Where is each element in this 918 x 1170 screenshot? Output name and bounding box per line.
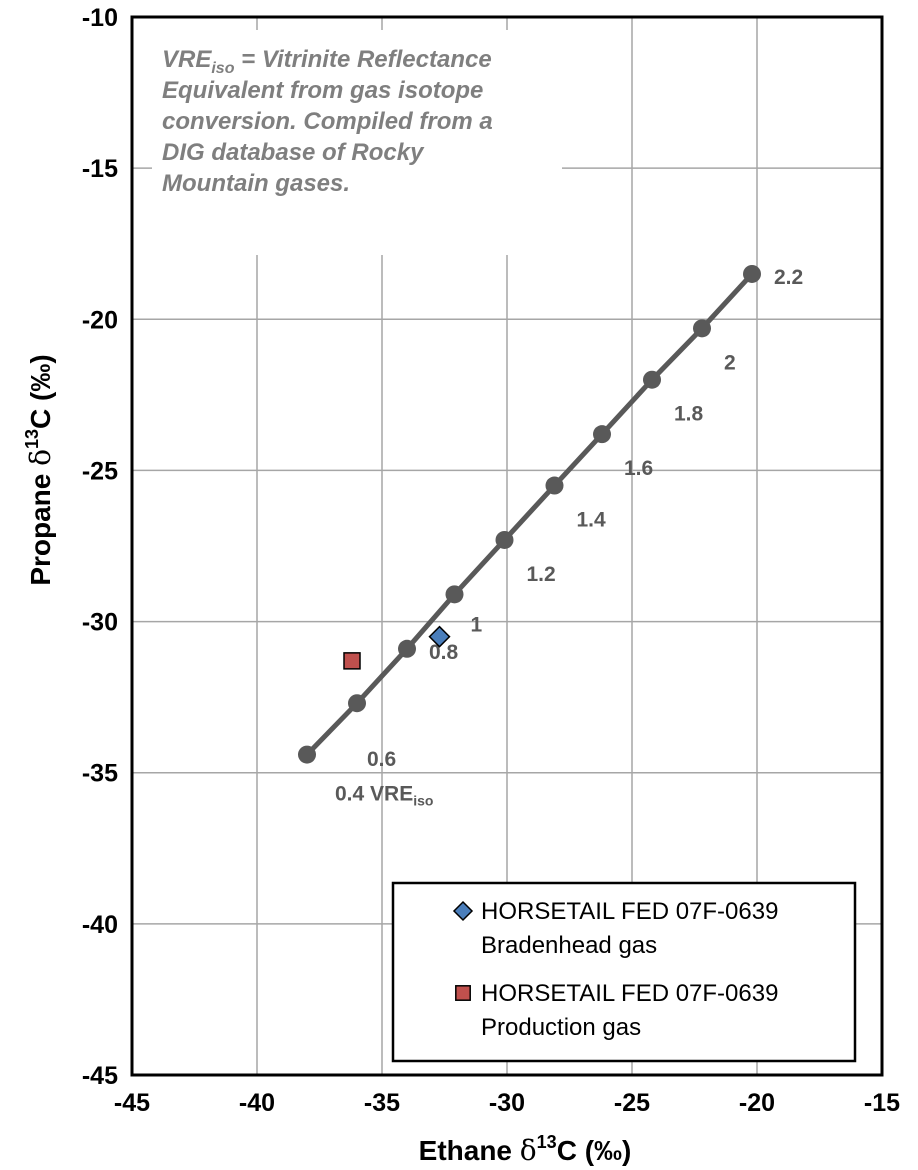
legend-item: HORSETAIL FED 07F-0639 Production gas xyxy=(455,980,778,1041)
note-line: conversion. Compiled from a xyxy=(162,108,493,135)
y-tick-label: -30 xyxy=(82,609,118,637)
square-marker xyxy=(343,652,361,670)
vre-point xyxy=(693,319,711,338)
vre-points xyxy=(298,264,761,764)
note-line: DIG database of Rocky xyxy=(162,139,425,166)
y-tick-label: -40 xyxy=(82,911,118,939)
vre-label: 0.6 xyxy=(367,748,396,771)
x-tick-label: -35 xyxy=(364,1089,400,1117)
y-tick-label: -20 xyxy=(82,306,118,334)
vre-label: 1.2 xyxy=(527,563,556,586)
diamond-marker xyxy=(428,625,451,648)
y-tick-label: -25 xyxy=(82,457,118,485)
y-tick-label: -15 xyxy=(82,155,118,183)
vre-label: 2 xyxy=(724,351,736,374)
vre-label: 1.4 xyxy=(577,509,607,532)
y-tick-labels: -45 -40 -35 -30 -25 -20 -15 -10 xyxy=(82,4,118,1090)
vre-point xyxy=(398,639,416,658)
y-tick-label: -10 xyxy=(82,4,118,32)
note-line: Mountain gases. xyxy=(162,170,350,197)
vre-point xyxy=(348,694,366,713)
vre-point xyxy=(495,530,514,549)
vre-label: 1 xyxy=(471,613,483,636)
legend-label-line2: Bradenhead gas xyxy=(481,932,657,959)
vre-label: 0.4 VREiso xyxy=(335,783,433,809)
legend-label-line2: Production gas xyxy=(481,1014,641,1041)
vre-label: 1.8 xyxy=(674,403,704,426)
vre-label: 2.2 xyxy=(774,266,803,289)
vre-point xyxy=(593,425,611,444)
x-tick-label: -15 xyxy=(864,1089,900,1117)
y-tick-label: -45 xyxy=(82,1062,118,1090)
x-axis-title: Ethane δ13C (‰) xyxy=(419,1132,632,1167)
diamond-marker xyxy=(452,900,474,922)
vre-point xyxy=(298,745,316,764)
legend-item: HORSETAIL FED 07F-0639 Bradenhead gas xyxy=(452,898,778,959)
vre-note: VREiso = Vitrinite Reflectance Equivalent… xyxy=(162,46,493,197)
plot-area-frame xyxy=(130,15,884,1077)
vre-line xyxy=(305,272,754,757)
note-line: Equivalent from gas isotope xyxy=(162,77,483,104)
y-tick-label: -35 xyxy=(82,760,118,788)
y-axis-title: Propane δ13C (‰) xyxy=(22,354,57,585)
x-tick-label: -45 xyxy=(114,1089,150,1117)
vre-point xyxy=(743,264,761,283)
x-tick-label: -20 xyxy=(739,1089,775,1117)
note-background xyxy=(152,30,562,255)
legend-label-line1: HORSETAIL FED 07F-0639 xyxy=(481,980,778,1007)
x-tick-label: -40 xyxy=(239,1089,275,1117)
legend-label-line1: HORSETAIL FED 07F-0639 xyxy=(481,898,778,925)
square-marker xyxy=(455,985,471,1001)
x-tick-label: -30 xyxy=(489,1089,525,1117)
vre-label: 1.6 xyxy=(624,457,653,480)
sample-point xyxy=(428,625,451,648)
vre-label: 0.8 xyxy=(429,641,459,664)
vre-point xyxy=(545,476,564,495)
sample-points xyxy=(343,625,451,670)
vre-point xyxy=(445,585,464,604)
vre-labels: 0.4 VREiso 0.6 0.8 1 1.2 1.4 1.6 1.8 2 2.2 xyxy=(335,266,803,809)
sample-point xyxy=(343,652,361,670)
note-line: VREiso = Vitrinite Reflectance xyxy=(162,46,492,77)
x-tick-labels: -45 -40 -35 -30 -25 -20 -15 xyxy=(114,1089,900,1117)
x-tick-label: -25 xyxy=(614,1089,650,1117)
vre-point xyxy=(643,370,661,389)
